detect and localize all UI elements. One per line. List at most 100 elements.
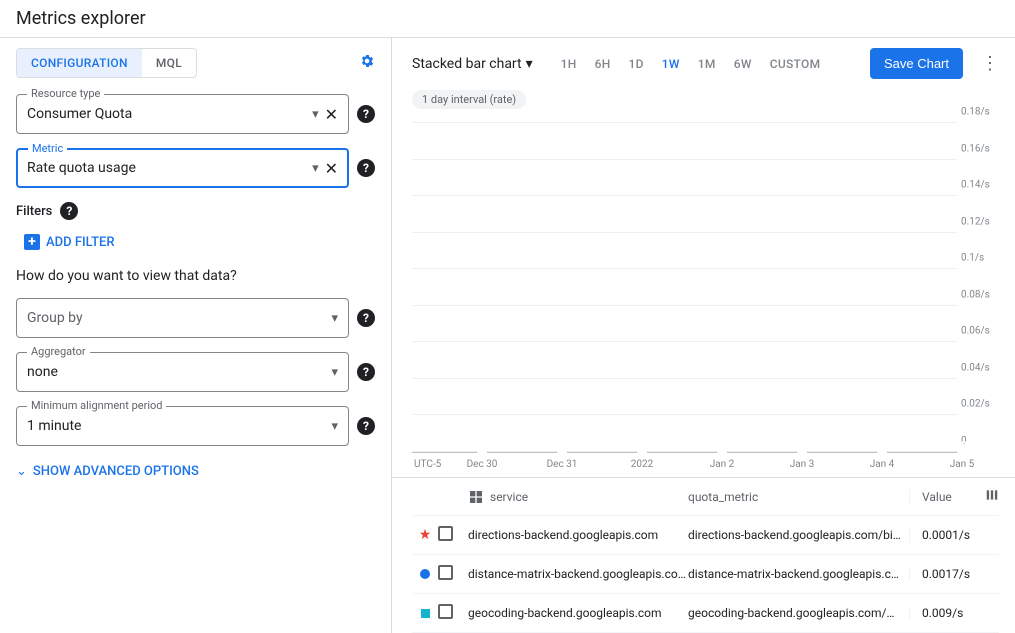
metric-value: Rate quota usage (27, 160, 308, 176)
view-question: How do you want to view that data? (16, 268, 375, 284)
gridline (412, 305, 957, 306)
resource-type-row: Resource type Consumer Quota ▾ ✕ ? (16, 94, 375, 134)
page-title: Metrics explorer (0, 0, 1015, 38)
resource-type-field[interactable]: Resource type Consumer Quota ▾ ✕ (16, 94, 349, 134)
config-sidebar: CONFIGURATION MQL Resource type Consumer… (0, 38, 392, 633)
tri-down-marker-icon (476, 447, 488, 457)
help-icon[interactable]: ? (357, 363, 375, 381)
legend-header-service[interactable]: service (468, 489, 688, 505)
column-settings-icon[interactable] (979, 488, 999, 505)
chevron-down-icon: ▾ (312, 161, 319, 176)
time-range-group: 1H6H1D1W1M6WCUSTOM (553, 51, 829, 77)
interval-chip: 1 day interval (rate) (412, 90, 526, 109)
tab-mql[interactable]: MQL (142, 49, 196, 77)
group-by-field[interactable]: Group by ▾ (16, 298, 349, 338)
filters-label: Filters ? (16, 202, 375, 220)
time-range-1d[interactable]: 1D (621, 51, 652, 77)
legend-marker-icon: ★ (412, 527, 438, 543)
tabs-row: CONFIGURATION MQL (16, 48, 375, 78)
help-icon[interactable]: ? (357, 105, 375, 123)
alignment-value: 1 minute (27, 418, 327, 434)
y-tick-label: 0.02/s (961, 399, 1001, 410)
legend-service: geocoding-backend.googleapis.com (468, 606, 688, 620)
resource-type-label: Resource type (27, 87, 104, 100)
legend-header-value[interactable]: Value (909, 490, 979, 504)
chart-type-select[interactable]: Stacked bar chart ▾ (412, 56, 533, 72)
y-tick-label: 0.04/s (961, 362, 1001, 373)
legend-checkbox[interactable] (438, 526, 468, 544)
filters-label-text: Filters (16, 204, 52, 219)
help-icon[interactable]: ? (60, 202, 78, 220)
tri-down-marker-icon (556, 447, 568, 457)
time-range-6w[interactable]: 6W (726, 51, 760, 77)
time-range-custom[interactable]: CUSTOM (762, 51, 829, 77)
time-range-6h[interactable]: 6H (587, 51, 619, 77)
chevron-down-icon: ▾ (331, 311, 338, 326)
y-tick-label: 0.16/s (961, 143, 1001, 154)
show-advanced-label: SHOW ADVANCED OPTIONS (33, 464, 199, 479)
legend-quota: distance-matrix-backend.googleapis.com/l (688, 567, 909, 581)
interval-chip-row: 1 day interval (rate) (392, 90, 1015, 113)
legend-header-quota[interactable]: quota_metric (688, 490, 909, 504)
close-icon[interactable]: ✕ (325, 159, 338, 178)
alignment-field[interactable]: Minimum alignment period 1 minute ▾ (16, 406, 349, 446)
x-tick-label: Dec 31 (547, 459, 578, 470)
metric-field[interactable]: Metric Rate quota usage ▾ ✕ (16, 148, 349, 188)
columns-icon (468, 489, 484, 505)
time-range-1w[interactable]: 1W (654, 51, 688, 77)
tab-configuration[interactable]: CONFIGURATION (17, 49, 142, 77)
x-tick-label: Jan 4 (870, 459, 895, 470)
add-filter-button[interactable]: + ADD FILTER (24, 234, 115, 250)
chart-panel: Stacked bar chart ▾ 1H6H1D1W1M6WCUSTOM S… (392, 38, 1015, 633)
metric-row: Metric Rate quota usage ▾ ✕ ? (16, 148, 375, 188)
gridline (412, 122, 957, 123)
help-icon[interactable]: ? (357, 417, 375, 435)
help-icon[interactable]: ? (357, 159, 375, 177)
tri-down-marker-icon (396, 447, 408, 457)
legend-row[interactable]: geocoding-backend.googleapis.comgeocodin… (412, 594, 999, 633)
add-filter-label: ADD FILTER (46, 235, 115, 250)
chart-type-label: Stacked bar chart (412, 56, 522, 72)
x-tick-label: 2022 (631, 459, 653, 470)
chevron-down-icon: ▾ (331, 419, 338, 434)
chevron-down-icon: ▾ (331, 365, 338, 380)
gridline (412, 414, 957, 415)
legend-checkbox[interactable] (438, 604, 468, 622)
legend-table: service quota_metric Value ★directions-b… (392, 477, 1015, 633)
time-range-1m[interactable]: 1M (690, 51, 724, 77)
gridline (412, 159, 957, 160)
alignment-label: Minimum alignment period (27, 399, 166, 412)
legend-quota: directions-backend.googleapis.com/billab… (688, 528, 909, 542)
chevron-down-icon: ▾ (526, 56, 533, 72)
show-advanced-button[interactable]: ⌄ SHOW ADVANCED OPTIONS (16, 464, 199, 479)
group-by-placeholder: Group by (27, 310, 327, 326)
y-tick-label: 0.08/s (961, 289, 1001, 300)
help-icon[interactable]: ? (357, 309, 375, 327)
time-range-1h[interactable]: 1H (553, 51, 585, 77)
gear-icon[interactable] (359, 53, 375, 73)
legend-marker-icon (412, 609, 438, 618)
close-icon[interactable]: ✕ (325, 105, 338, 124)
legend-row[interactable]: ★directions-backend.googleapis.comdirect… (412, 516, 999, 555)
legend-checkbox[interactable] (438, 565, 468, 583)
chart-plot[interactable]: 00.02/s0.04/s0.06/s0.08/s0.1/s0.12/s0.14… (412, 123, 957, 453)
x-tick-label: Jan 3 (790, 459, 815, 470)
aggregator-row: Aggregator none ▾ ? (16, 352, 375, 392)
gridline (412, 378, 957, 379)
legend-value: 0.0001/s (909, 528, 979, 542)
x-tick-label: UTC-5 (414, 459, 441, 470)
aggregator-value: none (27, 364, 327, 380)
aggregator-label: Aggregator (27, 345, 90, 358)
aggregator-field[interactable]: Aggregator none ▾ (16, 352, 349, 392)
gridline (412, 268, 957, 269)
y-tick-label: 0.14/s (961, 180, 1001, 191)
chart-toolbar: Stacked bar chart ▾ 1H6H1D1W1M6WCUSTOM S… (392, 38, 1015, 90)
y-tick-label: 0.06/s (961, 326, 1001, 337)
legend-marker-icon (412, 569, 438, 579)
legend-row[interactable]: distance-matrix-backend.googleapis.comdi… (412, 555, 999, 594)
x-tick-label: Jan 5 (950, 459, 975, 470)
save-chart-button[interactable]: Save Chart (870, 48, 963, 79)
main-layout: CONFIGURATION MQL Resource type Consumer… (0, 38, 1015, 633)
more-menu-icon[interactable]: ⋮ (981, 53, 999, 74)
y-tick-label: 0.12/s (961, 216, 1001, 227)
